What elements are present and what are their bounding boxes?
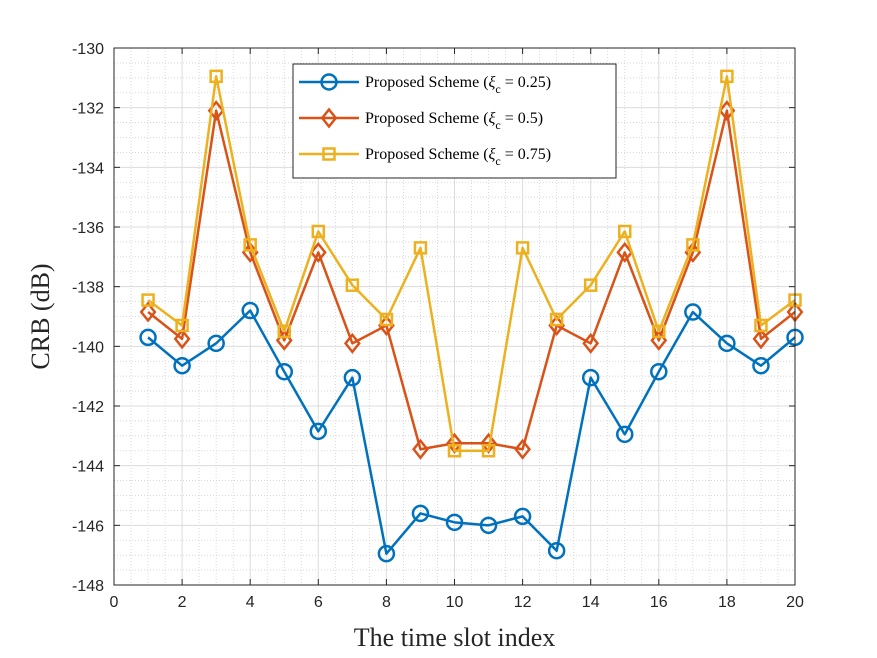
data-point	[413, 241, 428, 255]
data-point	[209, 69, 223, 84]
data-point	[652, 324, 666, 339]
series-layer	[139, 69, 804, 563]
data-point	[445, 513, 464, 532]
data-point	[139, 301, 157, 323]
data-point	[718, 334, 736, 353]
x-tick-label: 12	[514, 594, 532, 611]
y-tick-label: -146	[72, 518, 104, 535]
data-point	[343, 368, 362, 387]
legend-item: Proposed Scheme (ξc = 0.25)	[299, 73, 551, 96]
minor-grid	[114, 48, 795, 585]
data-point	[207, 334, 225, 353]
x-axis-title: The time slot index	[354, 623, 555, 652]
x-tick-label: 6	[314, 594, 323, 611]
data-point	[515, 241, 530, 255]
data-point	[345, 278, 360, 292]
data-point	[481, 444, 496, 458]
legend-label: Proposed Scheme (ξc = 0.5)	[365, 110, 543, 132]
data-point	[412, 438, 429, 460]
data-point	[618, 224, 632, 239]
data-point	[581, 368, 600, 387]
data-point	[720, 69, 734, 84]
x-tick-label: 20	[786, 594, 804, 611]
series-square	[141, 69, 802, 458]
data-point	[549, 312, 564, 327]
data-point	[684, 303, 702, 321]
data-point	[379, 312, 394, 327]
data-point	[377, 544, 396, 563]
data-point	[277, 324, 291, 339]
data-point	[754, 318, 768, 333]
data-point	[447, 444, 462, 458]
legend-item: Proposed Scheme (ξc = 0.75)	[299, 146, 551, 168]
y-axis-title: CRB (dB)	[26, 263, 55, 369]
y-tick-label: -138	[72, 280, 104, 297]
data-point	[752, 328, 770, 350]
legend: Proposed Scheme (ξc = 0.25) Proposed Sche…	[292, 63, 617, 179]
x-tick-label: 4	[246, 594, 255, 611]
data-point	[309, 241, 327, 263]
x-tick-label: 18	[718, 594, 736, 611]
data-point	[411, 504, 430, 523]
x-tick-label: 14	[582, 594, 600, 611]
y-tick-label: -144	[72, 459, 104, 476]
legend-label: Proposed Scheme (ξc = 0.25)	[365, 74, 551, 96]
x-tick-label: 0	[110, 594, 119, 611]
data-point	[343, 332, 361, 354]
data-point	[141, 293, 155, 307]
data-point	[241, 301, 259, 320]
y-tick-labels: -148 -146 -144 -142 -140 -138 -136 -134 -132 -130	[72, 41, 104, 595]
series-line	[147, 75, 796, 452]
y-tick-label: -140	[72, 339, 104, 356]
x-tick-label: 2	[178, 594, 187, 611]
data-point	[752, 356, 770, 375]
x-tick-label: 8	[382, 594, 391, 611]
x-tick-label: 16	[650, 594, 668, 611]
legend-item: Proposed Scheme (ξc = 0.5)	[299, 107, 543, 132]
data-point	[650, 362, 668, 381]
series-line	[147, 109, 796, 451]
y-tick-label: -142	[72, 399, 104, 416]
y-tick-label: -132	[72, 101, 104, 118]
data-point	[616, 241, 634, 263]
y-tick-label: -134	[72, 160, 104, 177]
data-point	[583, 278, 598, 292]
data-point	[582, 332, 600, 354]
data-point	[175, 318, 189, 333]
x-tick-label: 10	[446, 594, 464, 611]
legend-marker	[322, 147, 336, 161]
y-tick-label: -148	[72, 578, 104, 595]
data-point	[311, 224, 326, 239]
legend-marker	[320, 73, 338, 91]
x-tick-labels: 0 2 4 6 8 10 12 14 16 18 20	[110, 594, 804, 611]
data-point	[309, 422, 328, 441]
data-point	[514, 438, 532, 460]
data-point	[275, 362, 293, 381]
data-point	[616, 425, 634, 444]
data-point	[686, 238, 700, 252]
legend-marker	[320, 107, 338, 129]
data-point	[243, 238, 257, 252]
data-point	[547, 541, 566, 560]
legend-label: Proposed Scheme (ξc = 0.75)	[365, 146, 551, 168]
y-tick-label: -130	[72, 41, 104, 58]
data-point	[173, 356, 191, 375]
data-point	[479, 516, 498, 535]
data-point	[139, 328, 157, 347]
series-line	[147, 309, 796, 555]
series-circle	[139, 301, 804, 563]
data-point	[513, 507, 532, 526]
data-point	[173, 328, 191, 350]
tick-marks	[113, 47, 796, 586]
y-tick-label: -136	[72, 220, 104, 237]
